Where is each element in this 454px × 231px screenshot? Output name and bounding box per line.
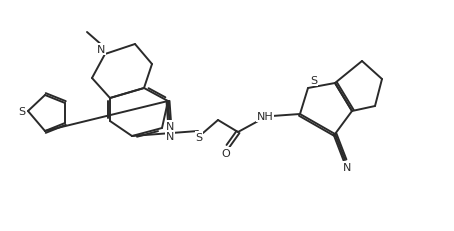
- Text: N: N: [166, 131, 174, 141]
- Text: NH: NH: [257, 112, 273, 122]
- Text: O: O: [222, 148, 230, 158]
- Text: S: S: [195, 132, 202, 142]
- Text: N: N: [97, 45, 105, 55]
- Text: S: S: [311, 76, 317, 86]
- Text: S: S: [19, 106, 25, 116]
- Text: N: N: [343, 162, 351, 172]
- Text: N: N: [166, 122, 174, 131]
